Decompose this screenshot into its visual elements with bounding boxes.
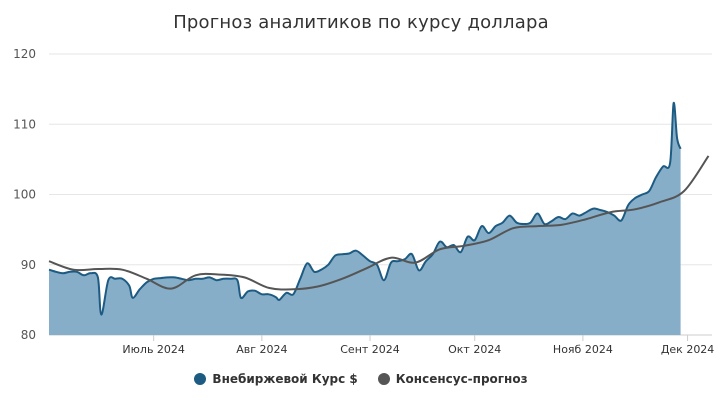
chart-title: Прогноз аналитиков по курсу доллара bbox=[173, 12, 549, 33]
y-tick-label-90: 90 bbox=[21, 258, 36, 272]
x-tick-label-3: Окт 2024 bbox=[448, 343, 501, 356]
x-tick-label-1: Авг 2024 bbox=[236, 343, 287, 356]
x-tick-label-2: Сент 2024 bbox=[340, 343, 400, 356]
legend-marker-otc-rate bbox=[194, 373, 207, 385]
series-line-consensus bbox=[48, 155, 710, 291]
x-tick-label-0: Июль 2024 bbox=[122, 343, 185, 356]
legend-marker-consensus bbox=[377, 373, 390, 385]
y-tick-label-110: 110 bbox=[13, 117, 36, 131]
y-tick-label-120: 120 bbox=[13, 47, 36, 61]
series-line-otc-rate bbox=[48, 102, 682, 316]
y-tick-label-100: 100 bbox=[13, 188, 36, 202]
legend[interactable]: Внебиржевой Курс $ Консенсус-прогноз bbox=[0, 372, 722, 386]
legend-item-otc-rate[interactable]: Внебиржевой Курс $ bbox=[194, 372, 358, 386]
area-series-layer bbox=[48, 102, 682, 335]
legend-label-otc-rate: Внебиржевой Курс $ bbox=[212, 372, 358, 386]
x-tick-label-4: Нояб 2024 bbox=[553, 343, 613, 356]
area-fill-otc-rate bbox=[49, 102, 681, 335]
legend-label-consensus: Консенсус-прогноз bbox=[395, 372, 528, 386]
line-series-layer bbox=[48, 155, 710, 291]
x-tick-label-5: Дек 2024 bbox=[661, 343, 715, 356]
y-tick-label-80: 80 bbox=[21, 328, 36, 342]
axis-layer: 80 90 100 110 120 Июль 2024 Авг 2024 Сент 2024 О… bbox=[13, 47, 714, 356]
legend-item-consensus[interactable]: Консенсус-прогноз bbox=[377, 372, 528, 386]
